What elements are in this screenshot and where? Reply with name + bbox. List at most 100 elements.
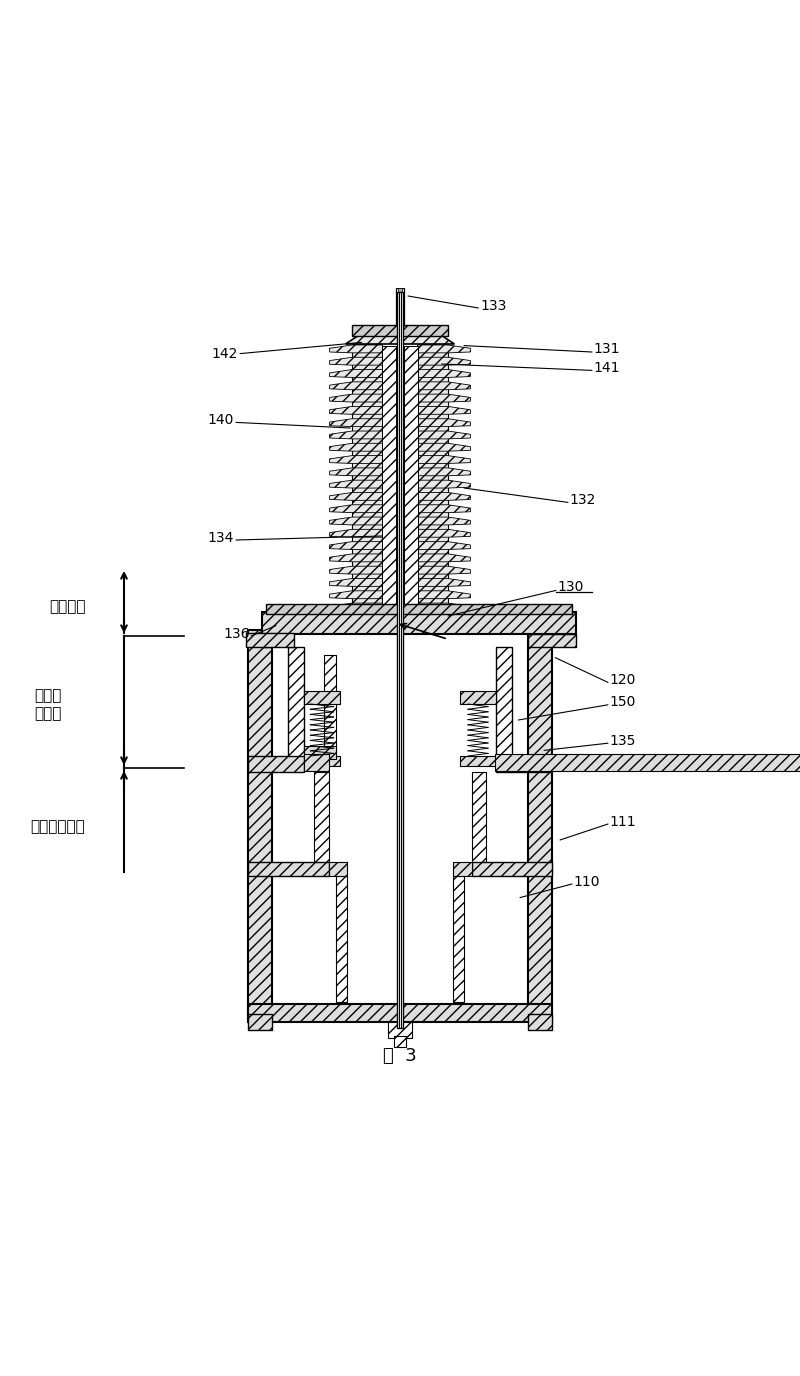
Bar [248,630,272,1018]
Polygon shape [330,555,382,561]
Text: 110: 110 [574,875,600,889]
Polygon shape [330,394,382,402]
Polygon shape [418,455,470,464]
Bar [248,861,329,877]
Bar [336,877,347,1002]
Text: 120: 120 [610,673,636,687]
Text: 150: 150 [610,695,636,710]
Text: 136: 136 [223,626,250,641]
Polygon shape [418,418,470,427]
Polygon shape [330,418,382,427]
Text: 135: 135 [610,733,636,747]
Text: 141: 141 [594,361,620,376]
Polygon shape [330,345,382,352]
Bar [528,634,576,647]
Bar [397,288,403,326]
Polygon shape [330,370,382,377]
Text: 室温部分: 室温部分 [50,599,86,614]
Bar [304,755,340,765]
Bar [382,345,395,616]
Polygon shape [330,566,382,574]
Text: 133: 133 [480,299,506,312]
Polygon shape [418,431,470,439]
Polygon shape [330,530,382,537]
Polygon shape [418,590,470,599]
Bar [472,861,552,877]
Polygon shape [330,578,382,586]
Text: 非常低温部分: 非常低温部分 [30,819,85,834]
Polygon shape [330,383,382,389]
Text: 140: 140 [207,413,234,427]
Bar [453,877,464,1002]
Polygon shape [346,334,454,344]
Text: 111: 111 [610,815,636,828]
Text: 图  3: 图 3 [383,1047,417,1065]
Polygon shape [330,468,382,476]
Polygon shape [418,345,470,352]
Bar [460,691,496,705]
Bar [304,691,340,705]
Bar [324,655,336,754]
Polygon shape [330,443,382,451]
Polygon shape [330,542,382,549]
Polygon shape [418,493,470,501]
Bar [314,772,329,866]
Bar [288,647,304,760]
Polygon shape [418,517,470,524]
Bar [398,288,402,334]
Bar [248,1014,272,1029]
Bar [528,630,552,1018]
Polygon shape [330,505,382,513]
Polygon shape [418,370,470,377]
Text: 真空绝: 真空绝 [34,688,62,703]
Bar [495,754,800,771]
Polygon shape [418,383,470,389]
Bar [248,1004,552,1021]
Polygon shape [418,555,470,561]
Text: 134: 134 [207,531,234,545]
Bar [388,1021,412,1038]
Bar [397,292,402,1028]
Bar [329,861,347,877]
Polygon shape [330,406,382,414]
Bar [262,634,272,647]
Bar [460,755,496,765]
Polygon shape [418,394,470,402]
Polygon shape [418,578,470,586]
Bar [394,1036,406,1047]
Bar [304,754,329,771]
Bar [404,345,418,616]
Bar [496,647,512,760]
Polygon shape [330,480,382,488]
Bar [528,1014,552,1029]
Text: 130: 130 [558,581,584,594]
Polygon shape [418,603,470,611]
Bar [266,604,572,614]
Polygon shape [330,431,382,439]
Polygon shape [330,517,382,524]
Text: 131: 131 [594,341,620,356]
Bar [304,746,336,760]
Bar [472,772,486,866]
Bar [352,325,448,336]
Polygon shape [418,468,470,476]
Polygon shape [330,455,382,464]
Polygon shape [418,505,470,513]
Bar [352,344,382,615]
Bar [248,755,304,772]
Text: 热部分: 热部分 [34,706,62,721]
Text: 142: 142 [211,347,238,361]
Bar [496,755,552,772]
Bar [453,861,472,877]
Polygon shape [330,493,382,501]
Polygon shape [418,542,470,549]
Polygon shape [330,590,382,599]
Polygon shape [418,480,470,488]
Polygon shape [418,358,470,365]
Polygon shape [418,406,470,414]
Polygon shape [418,566,470,574]
Polygon shape [330,358,382,365]
Polygon shape [418,530,470,537]
Bar [418,344,448,615]
Text: 132: 132 [570,493,596,506]
